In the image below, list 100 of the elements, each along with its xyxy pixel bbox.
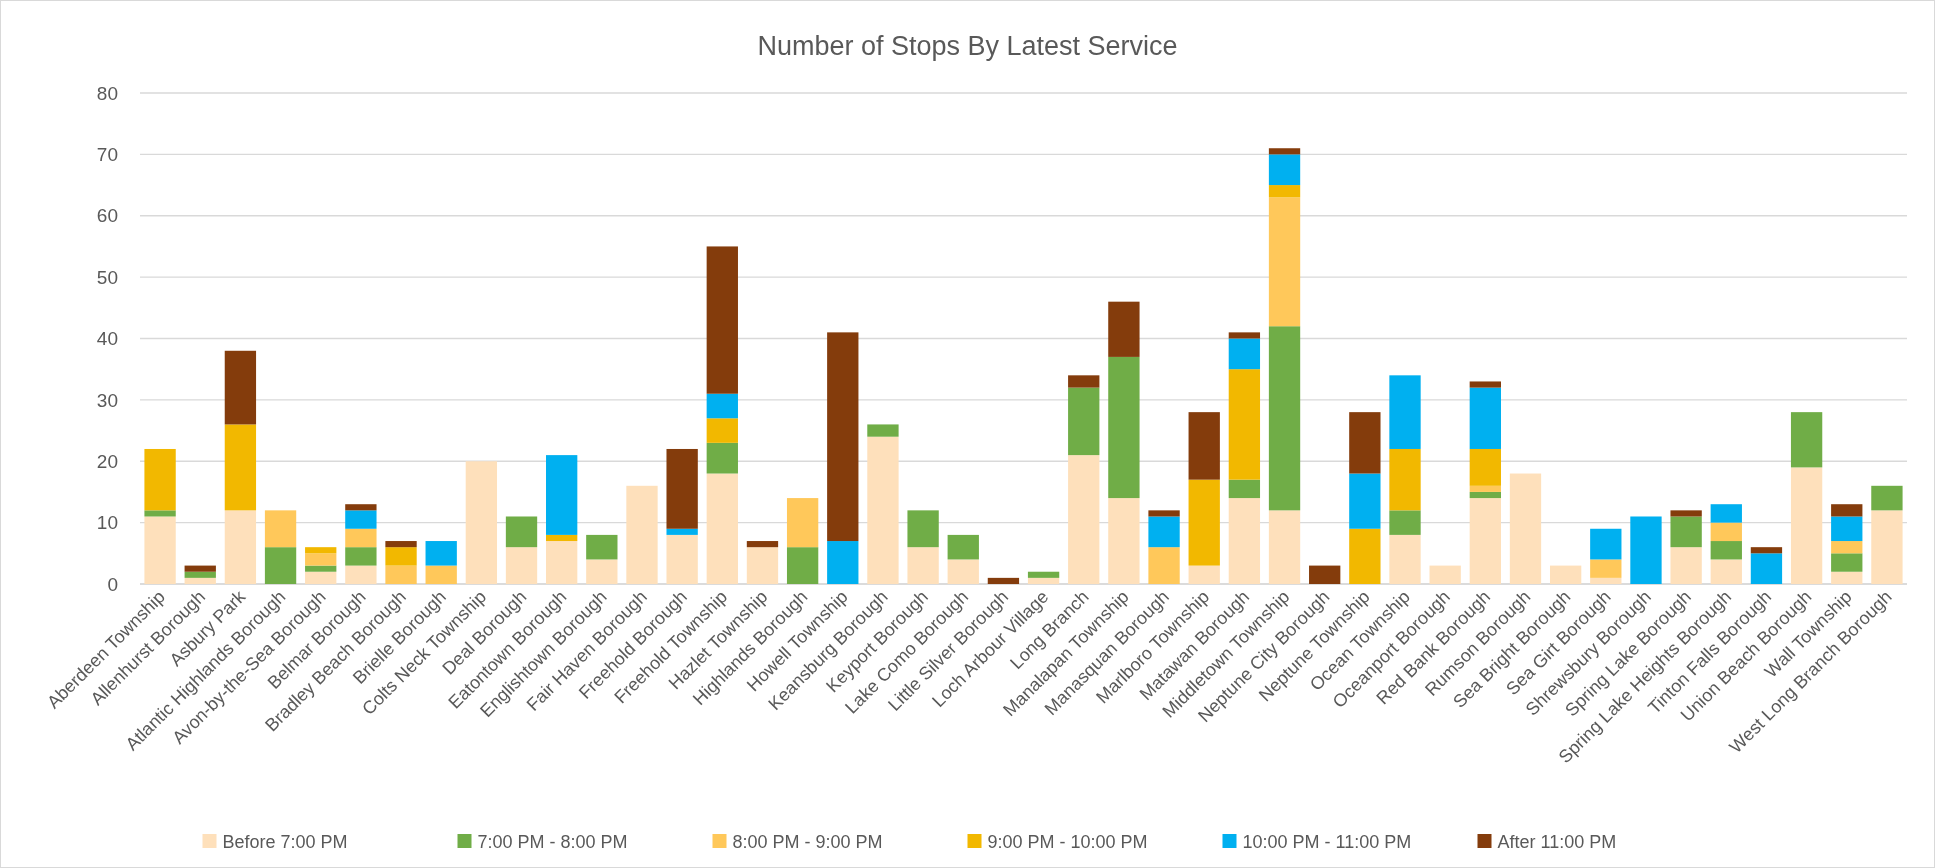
bar <box>1349 412 1381 474</box>
bar <box>264 547 297 584</box>
bar <box>1349 473 1381 529</box>
bar <box>1871 510 1903 584</box>
bar <box>1790 467 1823 584</box>
bar <box>1389 534 1421 584</box>
bar <box>1148 510 1180 517</box>
bar <box>546 541 578 584</box>
bar <box>1228 498 1261 584</box>
y-tick-label: 70 <box>96 144 118 166</box>
bar <box>184 565 216 572</box>
bar <box>1268 197 1301 327</box>
bar <box>184 571 216 578</box>
bar <box>385 541 417 548</box>
y-tick-label: 10 <box>96 512 118 534</box>
bar <box>1710 559 1742 584</box>
legend-label: 7:00 PM - 8:00 PM <box>477 832 628 853</box>
bar <box>184 577 216 584</box>
legend-label: 9:00 PM - 10:00 PM <box>987 832 1148 853</box>
bar <box>345 565 377 584</box>
bar <box>1389 510 1421 535</box>
bar <box>867 436 899 584</box>
bar <box>1228 338 1261 370</box>
y-tick-label: 20 <box>96 450 118 472</box>
bar <box>1790 412 1823 468</box>
bar <box>1429 565 1461 584</box>
bar <box>1750 547 1783 554</box>
bar <box>666 448 698 529</box>
y-tick-label: 40 <box>96 328 118 350</box>
bar <box>1068 387 1100 456</box>
bar <box>425 541 457 566</box>
bar <box>666 528 698 535</box>
bar <box>1831 516 1863 542</box>
bar <box>1831 504 1863 517</box>
bar <box>1108 356 1140 499</box>
bar <box>1469 491 1501 499</box>
bar <box>666 534 698 584</box>
bar <box>224 510 257 584</box>
bar <box>1831 571 1863 584</box>
bar <box>1108 498 1140 584</box>
bar <box>1469 498 1501 584</box>
bar <box>1710 541 1742 560</box>
bar <box>1590 559 1622 578</box>
bar <box>1108 301 1140 357</box>
bar <box>305 553 337 566</box>
bar <box>345 528 377 548</box>
bar <box>947 559 979 584</box>
bar <box>144 516 176 584</box>
bar <box>746 541 779 548</box>
bar <box>546 455 578 535</box>
bar <box>947 534 979 560</box>
bar <box>1670 547 1702 584</box>
bar <box>1188 565 1220 584</box>
bar <box>1268 510 1301 584</box>
bar <box>1268 154 1301 186</box>
bar <box>345 504 377 511</box>
bar <box>1469 448 1501 486</box>
bar <box>706 473 738 584</box>
bar <box>1027 577 1060 584</box>
bar <box>1469 381 1501 388</box>
bar <box>1188 412 1220 480</box>
bar <box>1710 522 1742 542</box>
bar <box>305 565 337 572</box>
bar <box>1349 528 1381 584</box>
bar <box>1268 185 1301 198</box>
bar <box>706 418 738 443</box>
legend-label: Before 7:00 PM <box>222 832 348 853</box>
bar <box>1871 485 1903 511</box>
bar <box>305 547 337 554</box>
bar <box>786 547 819 584</box>
bar <box>1710 504 1742 523</box>
bar <box>1509 473 1542 584</box>
bar <box>1068 375 1100 388</box>
bar <box>626 485 658 584</box>
bar <box>907 510 939 548</box>
bar <box>505 547 538 584</box>
y-tick-label: 60 <box>96 205 118 227</box>
bar <box>305 571 337 584</box>
bar <box>465 461 498 584</box>
bar <box>746 547 779 584</box>
bar <box>1831 553 1863 572</box>
bar <box>1148 547 1180 584</box>
bar <box>827 541 859 584</box>
bar <box>1831 541 1863 554</box>
bar <box>1389 448 1421 511</box>
bar <box>224 350 257 425</box>
legend-label: 10:00 PM - 11:00 PM <box>1242 832 1412 853</box>
bar <box>786 498 819 548</box>
bar <box>144 448 176 511</box>
bar <box>505 516 538 548</box>
y-tick-label: 30 <box>96 389 118 411</box>
bar <box>586 559 618 584</box>
bar <box>706 246 738 394</box>
y-tick-label: 80 <box>96 82 118 104</box>
bar <box>1469 387 1501 449</box>
bar <box>827 332 859 542</box>
bar <box>1750 553 1783 584</box>
bar <box>1027 571 1060 578</box>
legend-label: After 11:00 PM <box>1497 832 1617 853</box>
bar <box>1469 485 1501 492</box>
